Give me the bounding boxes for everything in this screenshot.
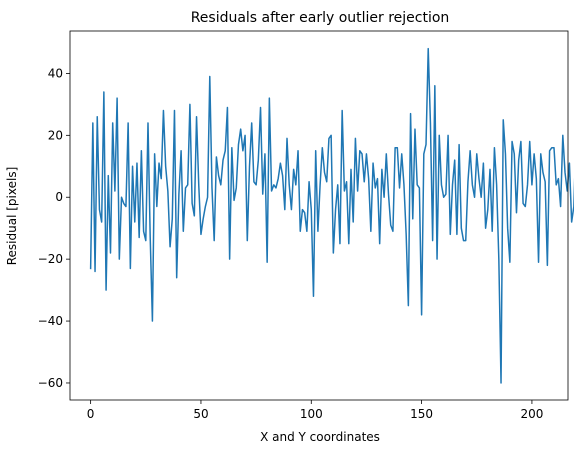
y-tick-label: 40 — [48, 66, 63, 80]
y-axis-title: Residual [pixels] — [5, 167, 19, 266]
y-tick-label: −20 — [38, 252, 63, 266]
axes-frame — [69, 30, 569, 401]
y-tick-label: −60 — [38, 376, 63, 390]
x-tick-label: 150 — [410, 407, 433, 421]
chart-title: Residuals after early outlier rejection — [191, 10, 450, 26]
y-tick-label: 0 — [55, 190, 63, 204]
x-tick-label: 200 — [520, 407, 543, 421]
x-tick-label: 100 — [300, 407, 323, 421]
y-tick-label: 20 — [48, 128, 63, 142]
x-axis-title: X and Y coordinates — [260, 430, 380, 444]
y-tick-label: −40 — [38, 314, 63, 328]
series-line — [89, 47, 574, 384]
x-tick-label: 0 — [87, 407, 95, 421]
x-tick-label: 50 — [193, 407, 208, 421]
plot-area: 0 50 100 150 200 −60 −40 −20 0 20 40 — [38, 30, 574, 421]
